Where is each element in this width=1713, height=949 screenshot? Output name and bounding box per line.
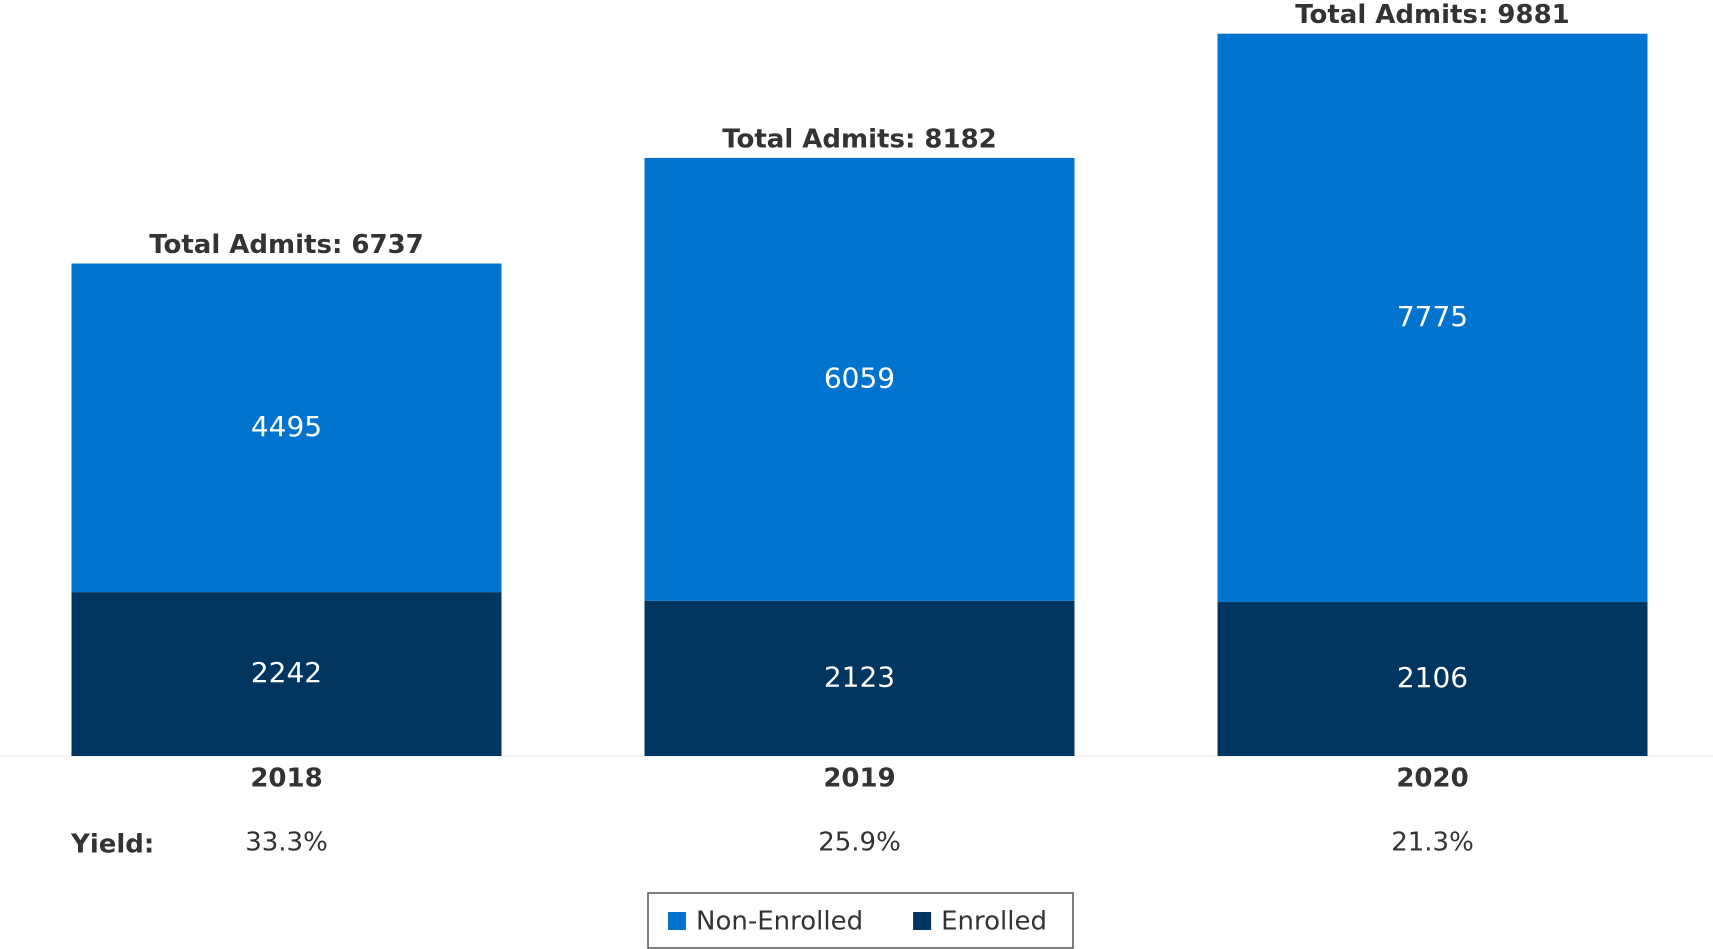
legend-label: Enrolled xyxy=(941,907,1047,937)
legend-swatch xyxy=(913,912,932,930)
yield-value: 25.9% xyxy=(818,828,901,858)
legend-label: Non-Enrolled xyxy=(696,907,863,937)
data-label: 2106 xyxy=(1397,661,1468,694)
x-tick-label: 2019 xyxy=(823,764,895,794)
total-label: Total Admits: 6737 xyxy=(149,230,424,260)
bar-segment xyxy=(1217,33,1648,603)
x-tick-label: 2018 xyxy=(250,764,322,794)
yield-title: Yield: xyxy=(70,830,154,860)
bar-segment xyxy=(644,157,1075,601)
bar-segment xyxy=(644,600,1075,756)
yield-value: 33.3% xyxy=(245,828,328,858)
legend-box xyxy=(647,892,1074,949)
bar-segment xyxy=(71,263,502,593)
legend-swatch xyxy=(668,912,686,930)
total-label: Total Admits: 8182 xyxy=(722,124,997,154)
data-label: 2242 xyxy=(251,656,322,689)
x-tick-label: 2020 xyxy=(1396,764,1468,794)
bar-segment xyxy=(71,592,502,756)
data-label: 6059 xyxy=(824,361,895,394)
data-label: 4495 xyxy=(251,410,322,443)
total-label: Total Admits: 9881 xyxy=(1295,0,1570,30)
data-label: 7775 xyxy=(1397,300,1468,333)
bar-segment xyxy=(1217,602,1648,756)
data-label: 2123 xyxy=(824,660,895,693)
yield-value: 21.3% xyxy=(1391,828,1474,858)
